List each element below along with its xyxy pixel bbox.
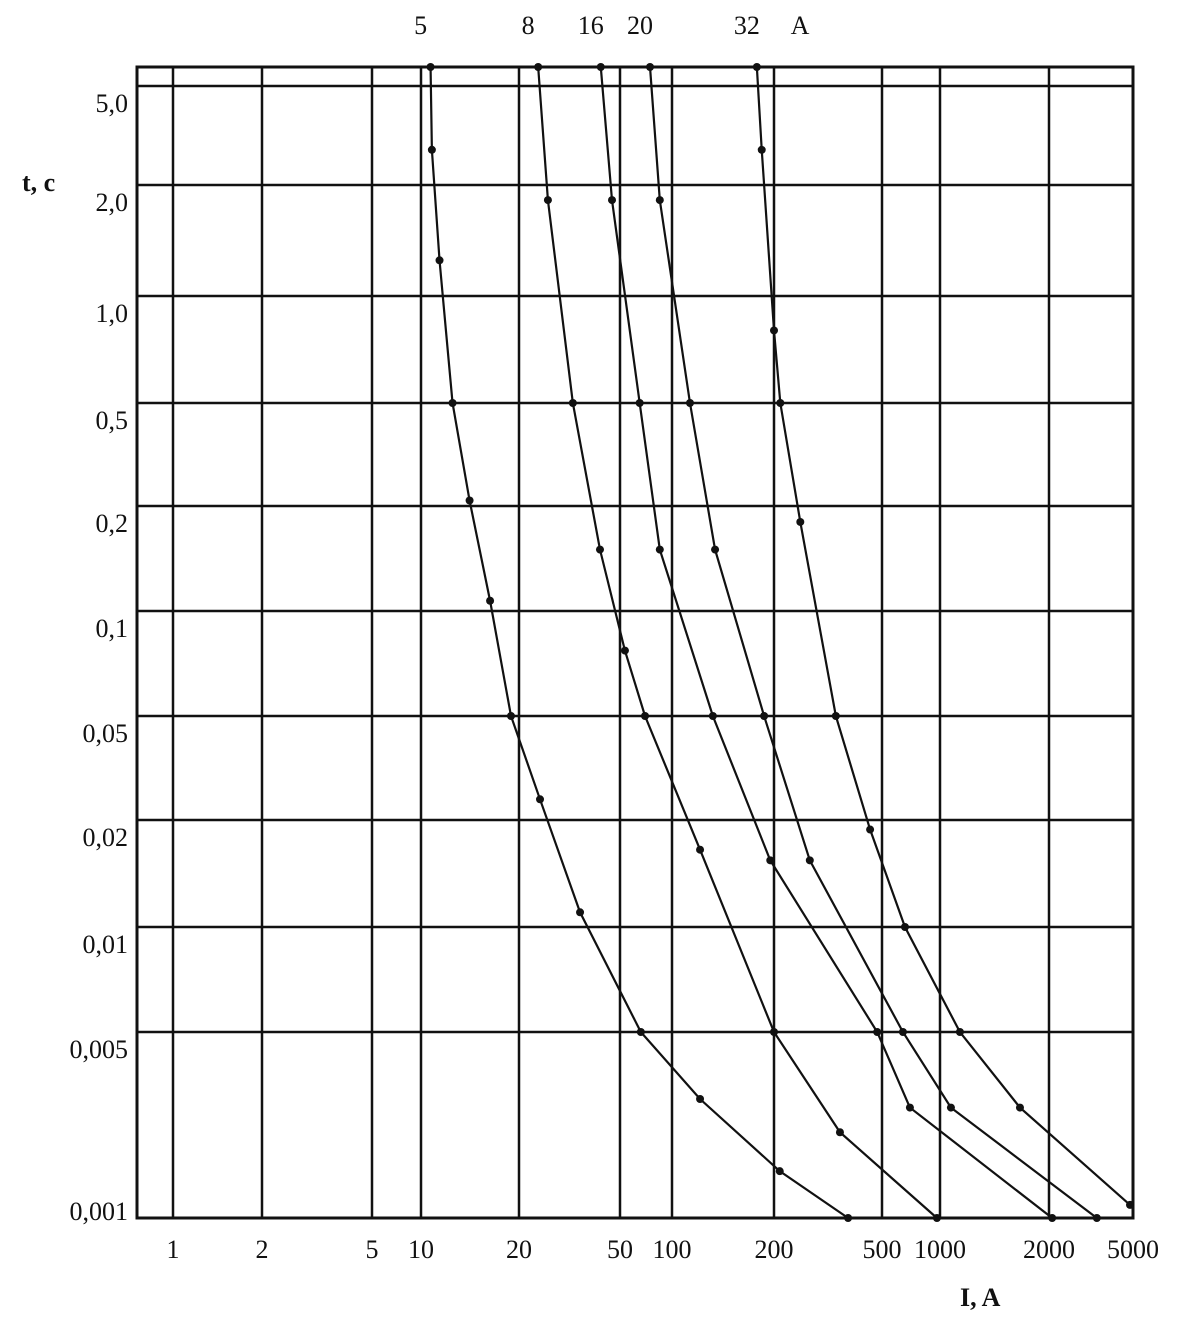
y-tick-label: 0,02 — [83, 823, 129, 852]
curve-point — [770, 326, 778, 335]
y-tick-label: 1,0 — [96, 299, 129, 328]
curve — [755, 66, 1131, 1206]
x-tick-label: 2000 — [1023, 1235, 1075, 1264]
curve-point — [641, 712, 650, 720]
curve-point — [427, 145, 436, 154]
curve-point — [646, 63, 655, 71]
legend-entry: 32 — [734, 11, 760, 40]
curve-point — [448, 399, 457, 407]
curve-point — [1092, 1214, 1101, 1222]
curve-point — [543, 196, 552, 205]
y-tick-label: 0,5 — [96, 406, 129, 435]
curve — [599, 66, 1053, 1219]
curve-point — [905, 1103, 914, 1112]
plot-frame — [135, 65, 1135, 1220]
curve-point — [635, 399, 644, 407]
curve — [429, 66, 849, 1219]
curve-point — [486, 596, 495, 605]
x-tick-label: 20 — [506, 1235, 532, 1264]
curve-point — [655, 196, 664, 205]
curve-point — [426, 63, 435, 71]
curve-point — [1048, 1214, 1057, 1222]
curve-point — [568, 399, 577, 407]
curve-point — [760, 712, 769, 720]
curve-point — [655, 545, 664, 554]
x-axis-label: I, A — [960, 1283, 1001, 1312]
curve-point — [507, 712, 516, 720]
curve-point — [752, 63, 761, 71]
curve-point — [595, 545, 604, 554]
curve — [537, 66, 938, 1219]
y-axis-label: t, c — [22, 168, 55, 197]
x-tick-label: 1 — [167, 1235, 180, 1264]
curve-point — [620, 646, 629, 655]
x-tick-label: 5 — [366, 1235, 379, 1264]
curve-point — [900, 923, 909, 931]
curve-point — [608, 196, 617, 205]
x-tick-label: 50 — [607, 1235, 633, 1264]
x-tick-label: 200 — [755, 1235, 794, 1264]
curve-point — [536, 795, 545, 804]
curve-point — [766, 856, 775, 865]
curve-point — [596, 63, 605, 71]
curve-point — [708, 712, 717, 720]
legend-entry: 16 — [578, 11, 604, 40]
y-tick-label: 0,2 — [96, 509, 129, 538]
curve-point — [696, 845, 705, 854]
y-tick-label: 0,1 — [96, 614, 129, 643]
curve-point — [711, 545, 720, 554]
y-tick-label: 0,01 — [83, 930, 129, 959]
x-tick-label: 500 — [863, 1235, 902, 1264]
curve — [648, 66, 1098, 1219]
curve-point — [636, 1028, 645, 1036]
curve-point — [775, 1167, 784, 1176]
curve-point — [465, 496, 474, 505]
curve-point — [898, 1028, 907, 1036]
y-tick-label: 2,0 — [96, 188, 129, 217]
curve-point — [1126, 1200, 1135, 1209]
curve-point — [955, 1028, 964, 1036]
curve-point — [946, 1103, 955, 1112]
curve-point — [776, 399, 785, 407]
y-tick-label: 0,005 — [70, 1035, 129, 1064]
legend-entry: 5 — [414, 11, 427, 40]
curve-point — [696, 1095, 705, 1104]
curve-point — [435, 256, 444, 265]
top-unit: A — [791, 11, 810, 40]
curve-point — [866, 825, 875, 834]
curve-point — [685, 399, 694, 407]
curve-point — [770, 1028, 778, 1036]
x-tick-label: 2 — [256, 1235, 269, 1264]
curve-point — [873, 1028, 882, 1036]
curve-point — [835, 1128, 844, 1137]
curve-point — [844, 1214, 853, 1222]
curve-point — [757, 145, 766, 154]
curve-point — [932, 1214, 941, 1222]
y-tick-label: 5,0 — [96, 89, 129, 118]
curve-point — [831, 712, 840, 720]
x-tick-label: 5000 — [1107, 1235, 1159, 1264]
y-tick-label: 0,05 — [83, 719, 129, 748]
legend-entry: 20 — [627, 11, 653, 40]
curve-point — [1015, 1103, 1024, 1112]
x-tick-label: 10 — [408, 1235, 434, 1264]
legend-entry: 8 — [522, 11, 535, 40]
curve-point — [576, 908, 585, 917]
curve-point — [534, 63, 543, 71]
curve-point — [796, 517, 805, 526]
x-tick-label: 1000 — [914, 1235, 966, 1264]
y-tick-label: 0,001 — [70, 1197, 129, 1226]
x-tick-label: 100 — [653, 1235, 692, 1264]
curve-point — [805, 856, 814, 865]
